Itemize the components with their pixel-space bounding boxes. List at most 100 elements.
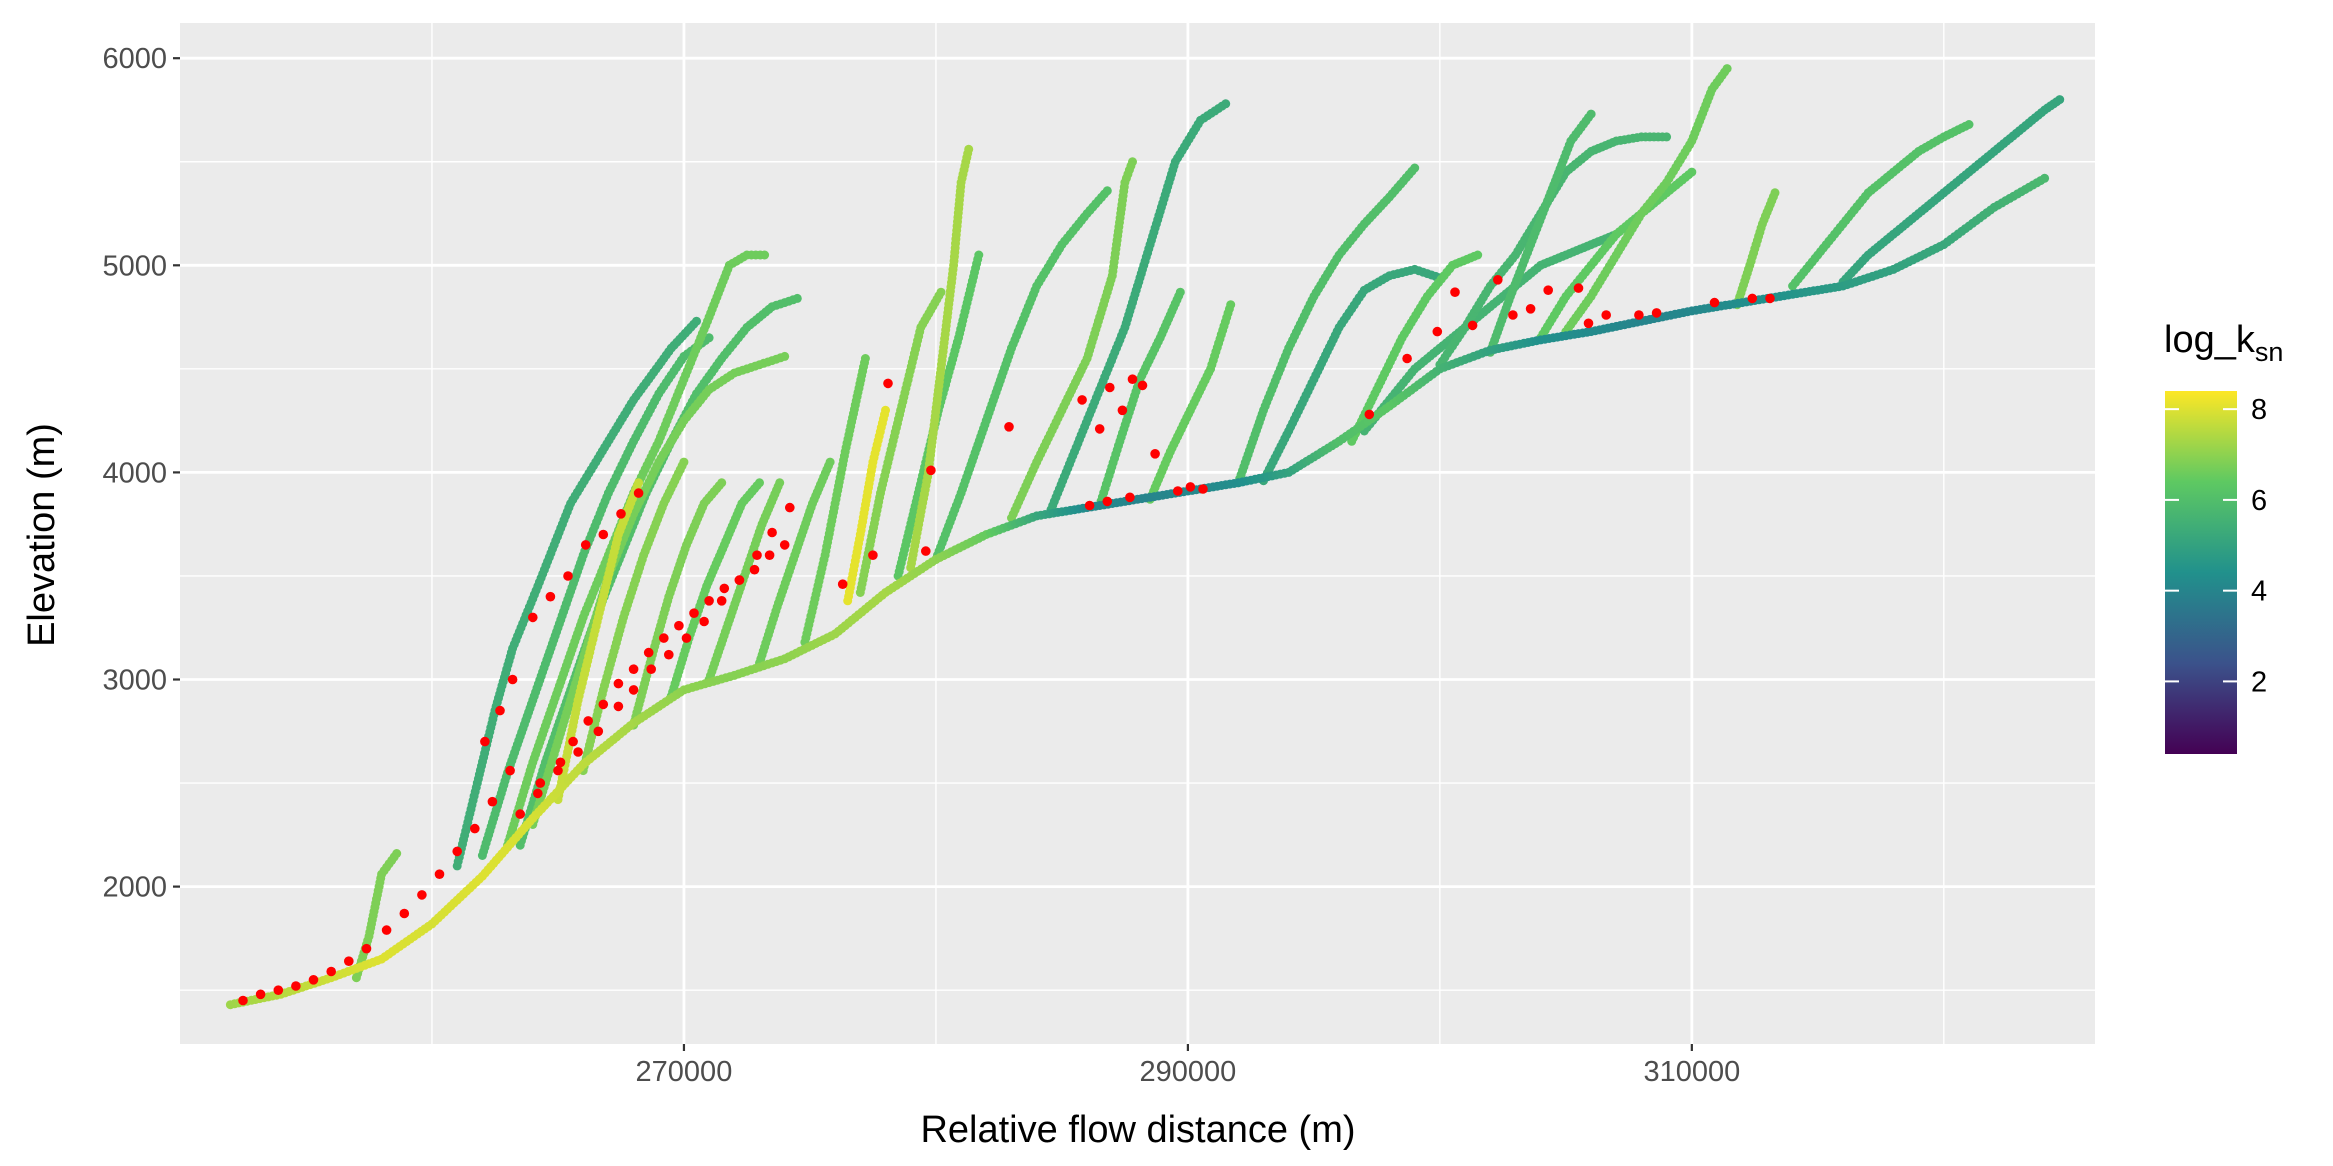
river-point [1687, 167, 1697, 177]
knickpoint [1543, 285, 1553, 296]
grid-minor [180, 23, 2095, 1044]
knickpoint [921, 546, 931, 556]
knickpoint [689, 608, 699, 618]
x-axis-title: Relative flow distance (m) [920, 1109, 1355, 1151]
river-point [2040, 173, 2050, 183]
knickpoint [767, 527, 777, 538]
knickpoint [719, 583, 730, 594]
knickpoint [399, 908, 410, 919]
knickpoint [749, 564, 760, 575]
knickpoint [1185, 482, 1196, 492]
knickpoint [291, 981, 301, 991]
knickpoint [568, 736, 578, 747]
knickpoint [1525, 304, 1536, 314]
knickpoint [344, 956, 354, 966]
knickpoint [837, 579, 848, 589]
knickpoint [308, 975, 319, 985]
river-point [2055, 95, 2065, 105]
knickpoint [533, 788, 543, 799]
knickpoint [779, 540, 790, 550]
knickpoint [470, 823, 480, 834]
knickpoint [646, 664, 656, 674]
knickpoint [633, 488, 644, 498]
knickpoint [1583, 318, 1594, 329]
legend-ticks: 2 4 6 8 [2165, 394, 2267, 698]
river-point [704, 333, 714, 343]
x-tick-label: 310000 [1643, 1056, 1740, 1088]
legend: log_ksn 2 4 6 8 [2164, 319, 2283, 754]
river-point [692, 316, 701, 326]
y-tick-label: 2000 [102, 872, 167, 904]
knickpoint [1173, 486, 1183, 496]
river-point [1410, 163, 1420, 173]
river-point [1964, 120, 1974, 129]
legend-break-label: 6 [2251, 485, 2267, 517]
river-point [825, 457, 835, 467]
river-point [717, 478, 727, 488]
river-point [679, 457, 689, 467]
knickpoint [381, 925, 392, 935]
knickpoint [1117, 405, 1128, 416]
knickpoint [1137, 380, 1148, 391]
knickpoint [716, 596, 727, 606]
knickpoint [1084, 500, 1095, 511]
knickpoint [505, 765, 515, 776]
knickpoint [598, 699, 609, 710]
knickpoint [1508, 310, 1518, 320]
knickpoint [1450, 287, 1460, 298]
knickpoint [1198, 484, 1208, 494]
knickpoint [563, 571, 573, 581]
knickpoint [1765, 293, 1775, 304]
y-tick-label: 5000 [102, 250, 167, 282]
knickpoint [1150, 449, 1160, 459]
knickpoint [545, 591, 556, 602]
knickpoint [1573, 283, 1584, 293]
knickpoint [613, 701, 624, 712]
knickpoint [664, 649, 674, 660]
knickpoint [434, 869, 445, 879]
legend-break-label: 4 [2251, 576, 2267, 608]
knickpoint [238, 995, 248, 1006]
knickpoint [535, 778, 546, 788]
river-point [1662, 132, 1672, 142]
river-point [634, 478, 644, 488]
knickpoint [1364, 409, 1375, 420]
knickpoint [764, 550, 775, 560]
river-point [881, 405, 890, 415]
knickpoint [883, 378, 893, 389]
knickpoint [1467, 320, 1478, 331]
river-point [1128, 157, 1137, 167]
knickpoint [1102, 496, 1113, 507]
legend-title: log_ksn [2164, 319, 2283, 367]
knickpoint [659, 633, 669, 643]
river-point [974, 250, 984, 260]
knickpoint [452, 846, 463, 857]
river-point [392, 849, 402, 858]
legend-break-label: 8 [2251, 394, 2267, 426]
grid-major [180, 23, 2095, 1044]
knickpoint [580, 540, 591, 550]
knickpoint [555, 757, 566, 768]
knickpoint [613, 678, 624, 689]
knickpoint [1094, 424, 1105, 434]
river-point [760, 250, 770, 260]
knickpoint [734, 575, 745, 585]
knickpoint [643, 647, 654, 658]
knickpoint [1651, 308, 1662, 318]
river-point [755, 478, 764, 488]
river-point [1175, 287, 1185, 297]
knickpoint [699, 616, 709, 627]
knickpoint [616, 509, 626, 519]
knickpoint [255, 989, 266, 1000]
knickpoint [573, 747, 583, 757]
knickpoint [681, 633, 692, 643]
x-tick-label: 290000 [1140, 1056, 1237, 1088]
y-tick-label: 3000 [102, 665, 167, 697]
knickpoint [1747, 293, 1758, 304]
river-point [1102, 186, 1112, 196]
knickpoint [507, 674, 518, 685]
knickpoint [1493, 275, 1503, 285]
x-tick-label: 270000 [636, 1056, 733, 1088]
knickpoint [1634, 310, 1644, 320]
